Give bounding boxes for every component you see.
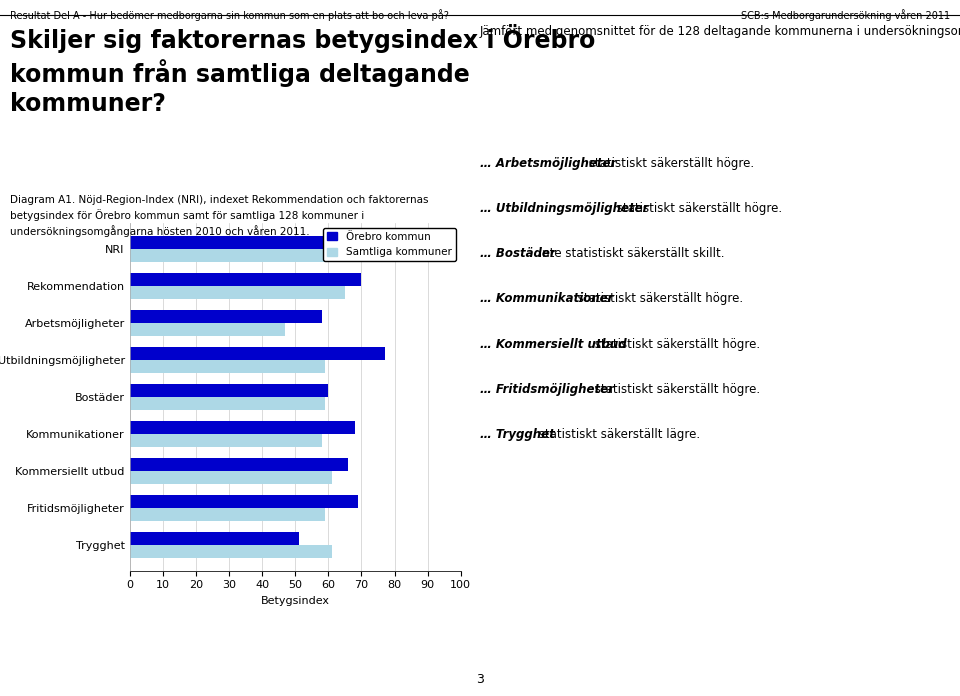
Text: statistiskt säkerställt högre.: statistiskt säkerställt högre. (574, 292, 743, 306)
Text: … Arbetsmöjligheter: … Arbetsmöjligheter (480, 157, 616, 170)
Bar (130, 236, 342, 248)
Bar (130, 532, 299, 545)
Text: SCB:s Medborgarundersökning våren 2011: SCB:s Medborgarundersökning våren 2011 (741, 9, 950, 21)
Bar (130, 545, 331, 557)
Bar (130, 383, 328, 397)
Bar (130, 470, 331, 484)
Legend: Örebro kommun, Samtliga kommuner: Örebro kommun, Samtliga kommuner (323, 228, 456, 262)
Text: Resultat Del A - Hur bedömer medborgarna sin kommun som en plats att bo och leva: Resultat Del A - Hur bedömer medborgarna… (10, 9, 448, 21)
Text: … Trygghet: … Trygghet (480, 428, 555, 441)
Text: statistiskt säkerställt lägre.: statistiskt säkerställt lägre. (536, 428, 701, 441)
Bar (130, 273, 361, 285)
Bar (130, 360, 325, 372)
Text: Diagram A1. Nöjd-Region-Index (NRI), indexet Rekommendation och faktorernas
bety: Diagram A1. Nöjd-Region-Index (NRI), ind… (10, 195, 428, 237)
Text: statistiskt säkerställt högre.: statistiskt säkerställt högre. (586, 157, 755, 170)
Text: … Kommersiellt utbud: … Kommersiellt utbud (480, 338, 627, 351)
Text: … Bostäder: … Bostäder (480, 247, 556, 260)
Text: Skiljer sig faktorernas betygsindex i Örebro
kommun från samtliga deltagande
kom: Skiljer sig faktorernas betygsindex i Ör… (10, 24, 595, 116)
Bar (130, 310, 322, 323)
Bar (130, 434, 322, 447)
Bar (130, 248, 331, 262)
Bar (130, 323, 285, 335)
Bar (130, 347, 385, 360)
Text: … Kommunikationer: … Kommunikationer (480, 292, 613, 306)
Bar (130, 397, 325, 410)
Text: … Fritidsmöjligheter: … Fritidsmöjligheter (480, 383, 613, 396)
Text: statistiskt säkerställt högre.: statistiskt säkerställt högre. (591, 338, 760, 351)
Text: Jämfört med genomsnittet för de 128 deltagande kommunerna i undersökningsomgånga: Jämfört med genomsnittet för de 128 delt… (480, 24, 960, 38)
Bar (130, 508, 325, 521)
Bar (130, 421, 355, 434)
Text: … Utbildningsmöjligheter: … Utbildningsmöjligheter (480, 202, 648, 215)
Text: statistiskt säkerställt högre.: statistiskt säkerställt högre. (591, 383, 760, 396)
Text: 3: 3 (476, 672, 484, 686)
Text: inte statistiskt säkerställt skillt.: inte statistiskt säkerställt skillt. (536, 247, 725, 260)
Bar (130, 495, 358, 508)
Bar (130, 285, 345, 299)
Bar (130, 458, 348, 470)
Text: statistiskt säkerställt högre.: statistiskt säkerställt högre. (613, 202, 782, 215)
X-axis label: Betygsindex: Betygsindex (261, 596, 329, 606)
